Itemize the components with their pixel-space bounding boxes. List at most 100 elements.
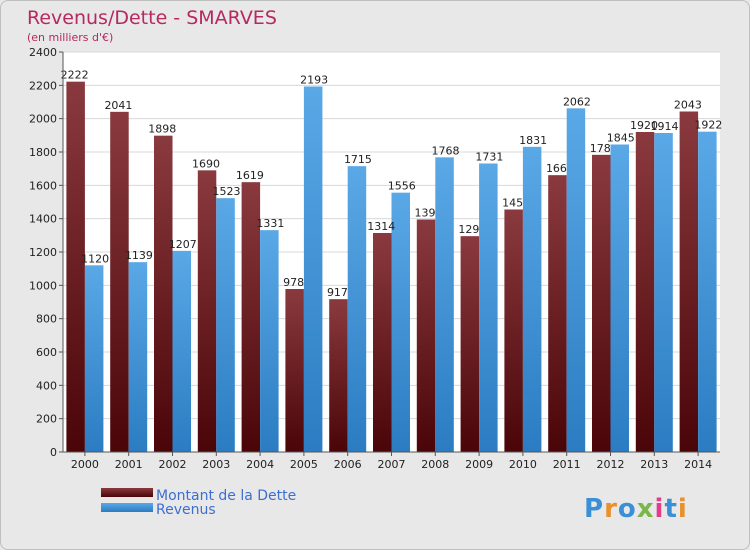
bar-dette-2008 xyxy=(416,219,436,452)
bar-revenus-2006 xyxy=(347,166,367,452)
bar-dette-2001 xyxy=(110,111,129,452)
logo-letter: x xyxy=(637,494,655,524)
data-label-dette-2010: 145 xyxy=(502,197,523,210)
data-label-dette-2012: 178 xyxy=(590,142,611,155)
bar-revenus-2007 xyxy=(391,192,410,452)
bar-revenus-2005 xyxy=(303,86,323,452)
data-label-revenus-2002: 1207 xyxy=(169,238,197,251)
y-tick-label: 1200 xyxy=(29,246,57,259)
data-label-dette-2001: 2041 xyxy=(104,99,132,112)
y-tick-label: 1400 xyxy=(29,213,57,226)
legend-label-revenus: Revenus xyxy=(156,502,216,518)
proxiti-logo: Proxiti xyxy=(584,494,688,524)
bar-dette-2010 xyxy=(504,209,523,452)
logo-letter: i xyxy=(655,494,665,524)
y-tick-label: 600 xyxy=(36,346,57,359)
logo-letter: i xyxy=(678,494,688,524)
legend-swatch-dette xyxy=(101,488,153,497)
data-label-dette-2004: 1619 xyxy=(236,169,264,182)
chart-subtitle: (en milliers d'€) xyxy=(27,31,113,44)
x-tick-label: 2002 xyxy=(159,458,187,471)
y-tick-label: 800 xyxy=(36,313,57,326)
y-axis-ticks: 0 200 400 600 800 1000 1200 1400 1600 1800 2000 220… xyxy=(29,46,63,459)
data-label-revenus-2004: 1331 xyxy=(256,217,284,230)
bar-revenus-2013 xyxy=(654,133,673,452)
bar-dette-2004 xyxy=(241,182,261,452)
legend-label-dette: Montant de la Dette xyxy=(156,488,296,504)
bar-revenus-2008 xyxy=(435,157,454,453)
data-label-revenus-2005: 2193 xyxy=(300,74,328,87)
data-label-revenus-2008: 1768 xyxy=(432,144,460,157)
bar-revenus-2004 xyxy=(260,230,279,452)
data-label-revenus-2007: 1556 xyxy=(388,180,416,193)
data-label-revenus-2013: 1914 xyxy=(651,120,679,133)
bar-dette-2009 xyxy=(460,236,480,452)
data-label-dette-2008: 139 xyxy=(415,207,436,220)
x-tick-label: 2011 xyxy=(553,458,581,471)
x-tick-label: 2013 xyxy=(640,458,668,471)
bar-revenus-2002 xyxy=(172,250,191,452)
x-tick-label: 2001 xyxy=(115,458,143,471)
data-label-dette-2011: 166 xyxy=(546,162,567,175)
data-label-revenus-2009: 1731 xyxy=(475,151,503,164)
bar-revenus-2003 xyxy=(216,198,235,452)
bar-dette-2013 xyxy=(635,132,655,452)
data-label-revenus-2010: 1831 xyxy=(519,134,547,147)
y-tick-label: 1600 xyxy=(29,179,57,192)
x-tick-label: 2004 xyxy=(246,458,274,471)
bar-dette-2011 xyxy=(548,175,567,452)
data-label-dette-2006: 917 xyxy=(327,286,348,299)
x-tick-label: 2009 xyxy=(465,458,493,471)
legend: Montant de la Dette Revenus xyxy=(101,488,296,518)
bar-revenus-2010 xyxy=(522,146,542,453)
bar-revenus-2011 xyxy=(566,108,586,452)
x-tick-label: 2007 xyxy=(378,458,406,471)
legend-swatch-revenus xyxy=(101,503,153,512)
data-label-revenus-2011: 2062 xyxy=(563,95,591,108)
x-axis-ticks: 2000 2001 2002 2003 2004 2005 2006 2007 2008 2009… xyxy=(71,452,712,471)
bar-dette-2000 xyxy=(66,81,85,453)
data-label-revenus-2003: 1523 xyxy=(213,185,241,198)
y-tick-label: 2400 xyxy=(29,46,57,59)
data-label-dette-2002: 1898 xyxy=(148,123,176,136)
y-tick-label: 0 xyxy=(50,446,57,459)
bar-dette-2002 xyxy=(154,135,173,452)
bar-dette-2006 xyxy=(329,299,348,452)
logo-letter: o xyxy=(618,494,637,524)
logo-letter: r xyxy=(604,494,618,524)
y-tick-label: 200 xyxy=(36,413,57,426)
x-tick-label: 2006 xyxy=(334,458,362,471)
data-label-dette-2009: 129 xyxy=(458,223,479,236)
x-tick-label: 2010 xyxy=(509,458,537,471)
x-tick-label: 2014 xyxy=(684,458,712,471)
bar-dette-2003 xyxy=(197,170,217,453)
data-label-dette-2005: 978 xyxy=(283,276,304,289)
data-label-dette-2013: 1920 xyxy=(630,119,658,132)
y-tick-label: 2200 xyxy=(29,79,57,92)
bar-revenus-2000 xyxy=(84,265,104,452)
chart-title: Revenus/Dette - SMARVES xyxy=(27,7,277,29)
bar-revenus-2009 xyxy=(479,163,498,452)
y-tick-label: 2000 xyxy=(29,113,57,126)
bars xyxy=(66,81,717,453)
data-labels: 2222 1120 2041 1139 1898 1207 1690 1523 1619 1331… xyxy=(61,69,723,299)
data-label-revenus-2000: 1120 xyxy=(81,252,109,265)
data-label-revenus-2006: 1715 xyxy=(344,153,372,166)
data-label-revenus-2012: 1845 xyxy=(607,132,635,145)
x-tick-label: 2003 xyxy=(202,458,230,471)
bar-revenus-2014 xyxy=(698,131,717,452)
bar-dette-2007 xyxy=(373,233,392,452)
bar-revenus-2001 xyxy=(128,262,148,452)
logo-letter: t xyxy=(664,494,677,524)
x-tick-label: 2012 xyxy=(597,458,625,471)
bar-dette-2014 xyxy=(679,111,699,452)
y-tick-label: 1000 xyxy=(29,279,57,292)
bar-dette-2012 xyxy=(592,154,611,453)
y-tick-label: 1800 xyxy=(29,146,57,159)
data-label-revenus-2014: 1922 xyxy=(694,119,722,132)
x-tick-label: 2000 xyxy=(71,458,99,471)
data-label-dette-2003: 1690 xyxy=(192,157,220,170)
bar-revenus-2012 xyxy=(610,144,629,452)
